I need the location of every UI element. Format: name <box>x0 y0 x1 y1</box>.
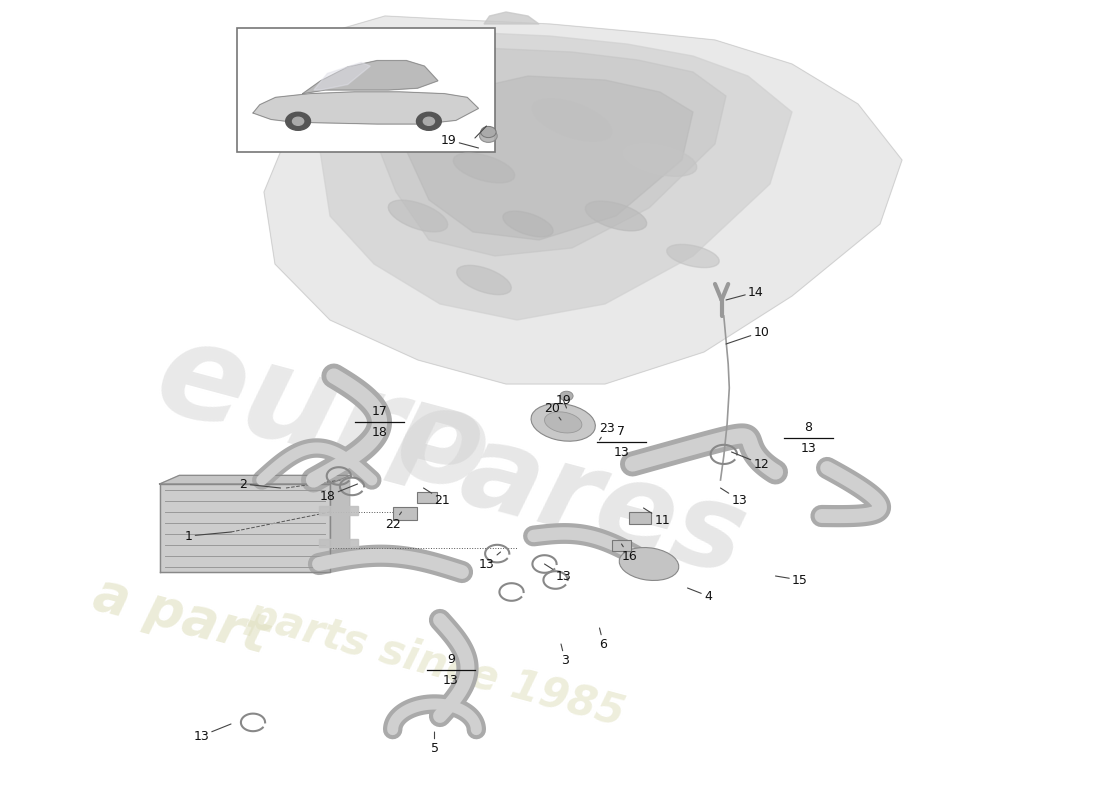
Ellipse shape <box>619 547 679 581</box>
Text: 7: 7 <box>617 426 626 438</box>
Text: 15: 15 <box>776 574 807 586</box>
Circle shape <box>560 391 573 401</box>
Polygon shape <box>319 32 792 320</box>
Ellipse shape <box>388 200 448 232</box>
Text: 13: 13 <box>443 674 459 687</box>
Text: euro: euro <box>143 310 504 522</box>
Polygon shape <box>160 484 330 572</box>
Bar <box>236 28 495 152</box>
Polygon shape <box>319 506 358 515</box>
Bar <box>612 540 631 551</box>
Ellipse shape <box>503 211 553 237</box>
Ellipse shape <box>544 412 582 433</box>
Text: 16: 16 <box>621 544 637 562</box>
Text: a part: a part <box>88 568 274 664</box>
Text: 22: 22 <box>385 512 402 530</box>
Text: 20: 20 <box>544 402 561 420</box>
Text: 17: 17 <box>372 406 387 418</box>
Polygon shape <box>253 92 478 124</box>
Ellipse shape <box>585 201 647 231</box>
Text: 21: 21 <box>424 488 450 506</box>
Text: 14: 14 <box>726 286 763 300</box>
Text: Pares: Pares <box>374 393 758 599</box>
Text: 13: 13 <box>544 564 571 582</box>
Text: 19: 19 <box>556 394 571 408</box>
Text: 23: 23 <box>600 422 615 440</box>
Text: 3: 3 <box>561 644 569 666</box>
Ellipse shape <box>531 403 595 442</box>
Text: 13: 13 <box>478 552 500 570</box>
Text: 12: 12 <box>732 452 769 470</box>
Text: 11: 11 <box>644 508 670 526</box>
Bar <box>629 513 651 525</box>
Polygon shape <box>374 48 726 256</box>
Text: 1: 1 <box>185 530 231 542</box>
Bar <box>393 507 417 520</box>
Ellipse shape <box>624 144 696 176</box>
Polygon shape <box>484 12 539 24</box>
Circle shape <box>480 130 497 142</box>
Text: 9: 9 <box>447 654 455 666</box>
Text: 10: 10 <box>726 326 769 344</box>
Text: 18: 18 <box>320 484 358 502</box>
Text: 4: 4 <box>688 588 712 602</box>
Polygon shape <box>314 62 371 90</box>
Text: 13: 13 <box>194 724 231 742</box>
Text: 13: 13 <box>801 442 816 455</box>
Text: 13: 13 <box>720 488 747 506</box>
Circle shape <box>286 112 310 130</box>
Circle shape <box>481 126 496 138</box>
Text: 5: 5 <box>430 732 439 754</box>
Ellipse shape <box>532 99 612 141</box>
Polygon shape <box>319 538 358 547</box>
Bar <box>417 492 437 503</box>
Polygon shape <box>330 475 350 572</box>
Text: 2: 2 <box>240 478 280 490</box>
Ellipse shape <box>667 244 719 268</box>
Text: parts since 1985: parts since 1985 <box>242 594 629 734</box>
Polygon shape <box>264 16 902 384</box>
Polygon shape <box>160 475 350 484</box>
Text: 8: 8 <box>804 422 813 434</box>
Circle shape <box>424 118 434 126</box>
Text: 13: 13 <box>614 446 629 459</box>
Polygon shape <box>407 76 693 240</box>
Polygon shape <box>302 61 438 94</box>
Ellipse shape <box>453 153 515 183</box>
Circle shape <box>293 118 304 126</box>
Circle shape <box>417 112 441 130</box>
Text: 18: 18 <box>372 426 387 439</box>
Text: 6: 6 <box>600 628 607 650</box>
Ellipse shape <box>456 266 512 294</box>
Text: 19: 19 <box>441 134 478 148</box>
